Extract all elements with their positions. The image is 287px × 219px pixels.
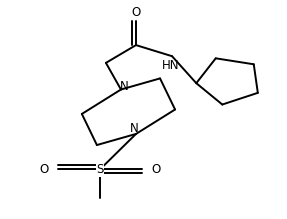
- Text: O: O: [151, 163, 160, 176]
- Text: O: O: [131, 6, 141, 19]
- Text: HN: HN: [162, 59, 179, 72]
- Text: S: S: [96, 163, 104, 176]
- Text: N: N: [120, 80, 129, 93]
- Text: O: O: [40, 163, 49, 176]
- Text: N: N: [130, 122, 139, 135]
